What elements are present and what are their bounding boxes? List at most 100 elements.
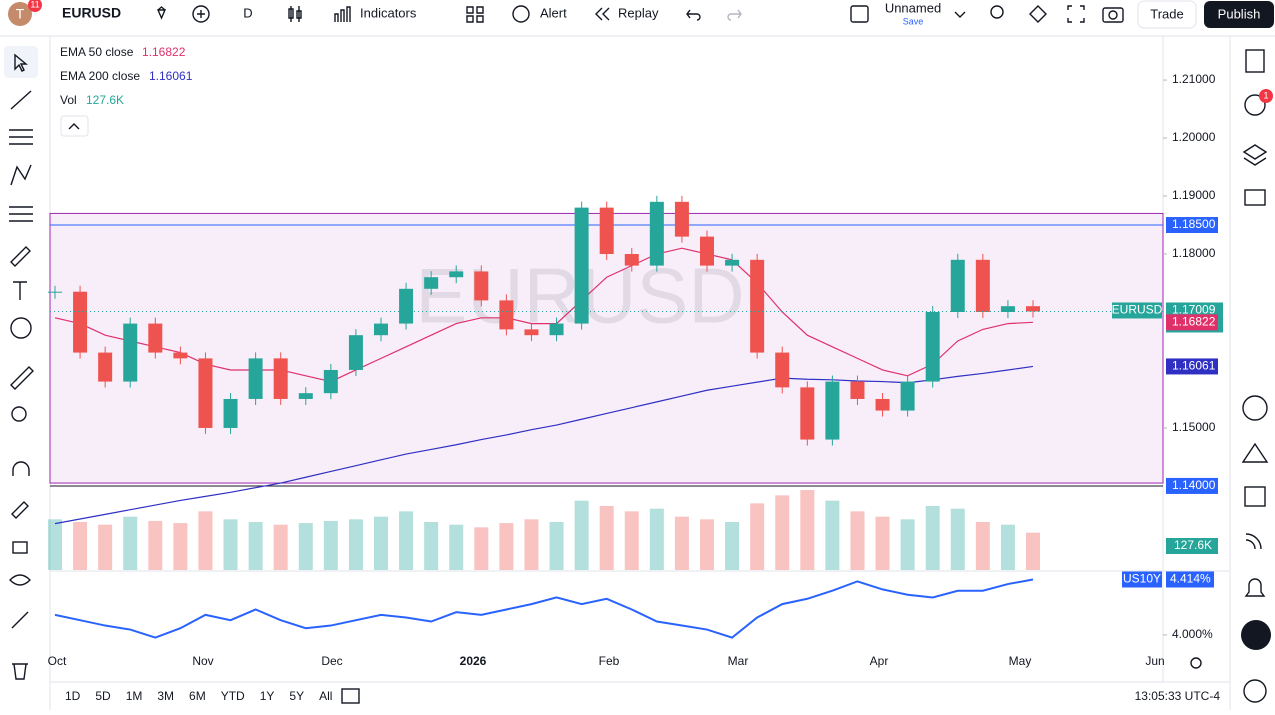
icon[interactable] xyxy=(156,6,167,20)
level-badge xyxy=(1166,477,1218,494)
notification-icon[interactable] xyxy=(1244,578,1266,597)
candle-body xyxy=(524,329,539,336)
icon[interactable] xyxy=(1029,5,1047,23)
range-button[interactable]: 1M xyxy=(126,689,143,703)
right-panel xyxy=(1241,49,1269,703)
brush-tool[interactable] xyxy=(10,246,31,267)
icon[interactable] xyxy=(192,5,210,23)
volume-bar xyxy=(348,519,363,570)
y-tick-label: 4.000% xyxy=(1172,627,1213,641)
forecast-tool[interactable] xyxy=(9,206,33,222)
trade-button[interactable] xyxy=(1137,0,1197,29)
legend-label: EMA 200 close xyxy=(60,69,140,83)
range-button[interactable]: YTD xyxy=(221,689,245,703)
pattern-tool[interactable] xyxy=(10,164,32,186)
candle-body xyxy=(875,398,890,411)
lock-drawing-tool[interactable] xyxy=(11,501,29,519)
volume-bar xyxy=(925,506,940,570)
range-button[interactable]: 1D xyxy=(65,689,81,703)
volume-bar xyxy=(123,516,138,570)
volume-bar xyxy=(875,516,890,570)
ruler-tool[interactable] xyxy=(10,366,34,390)
cursor-tool[interactable] xyxy=(14,53,28,72)
settings-icon[interactable] xyxy=(1190,657,1202,669)
candle-body xyxy=(1026,306,1040,312)
volume-bar xyxy=(674,516,689,570)
level-label: 1.18500 xyxy=(1172,217,1216,231)
icon[interactable] xyxy=(1067,5,1085,23)
alert[interactable]: Alert xyxy=(540,5,567,20)
candle-body xyxy=(549,323,564,336)
candle-body xyxy=(599,207,614,255)
symbol[interactable]: EURUSD xyxy=(62,5,121,21)
chat-icon[interactable] xyxy=(1244,189,1266,206)
lock-tool[interactable] xyxy=(12,541,28,554)
range-button[interactable]: 5D xyxy=(95,689,111,703)
replay[interactable]: Replay xyxy=(618,5,659,20)
watchlist-icon[interactable] xyxy=(1245,49,1265,73)
help-icon[interactable] xyxy=(1243,679,1267,703)
candle-body xyxy=(399,288,414,324)
avatar[interactable] xyxy=(8,2,32,26)
icon[interactable] xyxy=(334,6,351,22)
ema-badge xyxy=(1166,314,1218,331)
candle-body xyxy=(298,393,313,399)
alerts-badge-count: 1 xyxy=(1263,90,1268,100)
indicators[interactable]: Indicators xyxy=(360,5,417,20)
range-button[interactable]: All xyxy=(319,689,332,703)
icon[interactable] xyxy=(1102,7,1124,23)
avatar-letter: T xyxy=(16,6,25,22)
icon[interactable] xyxy=(850,5,869,23)
volume-bar xyxy=(700,519,714,570)
icon[interactable] xyxy=(990,5,1004,19)
layers-icon[interactable] xyxy=(1242,144,1268,166)
text-tool[interactable] xyxy=(13,281,27,300)
icon[interactable] xyxy=(288,6,302,22)
date-range-icon[interactable] xyxy=(341,688,360,704)
range-button[interactable]: 3M xyxy=(157,689,174,703)
publish-button[interactable] xyxy=(1204,1,1274,28)
zoom-tool[interactable] xyxy=(11,406,27,422)
eye-tool[interactable] xyxy=(9,574,31,586)
range-button[interactable]: 1Y xyxy=(260,689,275,703)
link-tool[interactable] xyxy=(11,611,29,629)
trash-tool[interactable] xyxy=(12,663,28,680)
layout-name[interactable]: Unnamed xyxy=(885,0,941,15)
calendar-icon[interactable] xyxy=(1244,486,1266,507)
products-button[interactable] xyxy=(1241,620,1271,650)
undo[interactable] xyxy=(686,9,701,21)
interval[interactable]: D xyxy=(243,5,252,20)
us10y-line xyxy=(54,578,1034,639)
collapse-button[interactable] xyxy=(60,115,89,137)
alerts-badge xyxy=(1259,89,1273,103)
emoji-tool[interactable] xyxy=(10,317,32,339)
layout-save[interactable]: Save xyxy=(903,16,924,26)
legend-label: Vol xyxy=(60,93,77,107)
volume-bar xyxy=(800,490,815,570)
candle-body xyxy=(725,259,740,266)
icon[interactable] xyxy=(954,11,966,18)
candle-body xyxy=(925,311,940,382)
news-icon[interactable] xyxy=(1245,533,1262,550)
ideas-icon[interactable] xyxy=(1242,395,1268,421)
volume-bar xyxy=(624,511,639,570)
alerts-icon[interactable] xyxy=(1244,94,1266,116)
icon[interactable] xyxy=(512,5,530,23)
fib-tool[interactable] xyxy=(9,129,33,145)
volume-bar xyxy=(975,522,990,570)
volume-bar xyxy=(750,503,765,570)
candle-body xyxy=(223,398,238,428)
redo[interactable] xyxy=(727,9,742,21)
icon[interactable] xyxy=(466,6,484,23)
range-button[interactable]: 5Y xyxy=(289,689,304,703)
magnet-tool[interactable] xyxy=(12,461,30,476)
clock: 13:05:33 UTC-4 xyxy=(1135,689,1221,703)
line-tool[interactable] xyxy=(10,90,32,110)
candle-body xyxy=(148,323,163,353)
icon[interactable] xyxy=(595,7,610,21)
candle-body xyxy=(775,352,790,388)
range-button[interactable]: 6M xyxy=(189,689,206,703)
pine-icon[interactable] xyxy=(1241,442,1269,463)
candle-body xyxy=(825,381,840,440)
